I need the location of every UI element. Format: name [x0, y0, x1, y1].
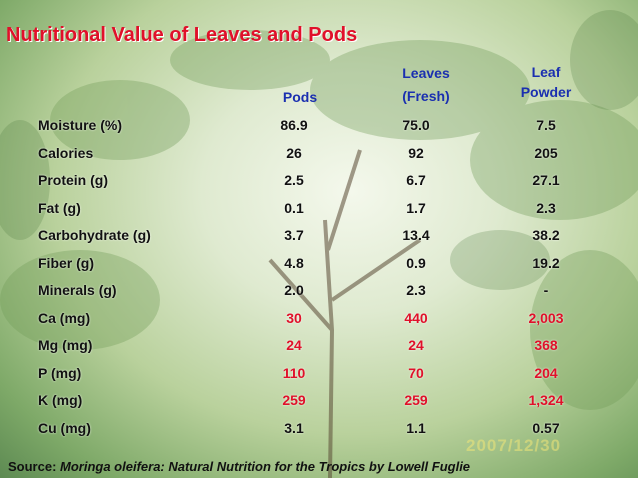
cell-pods: 4.8 [284, 255, 304, 271]
cell-powder: 2.3 [536, 200, 556, 216]
column-header-leaves: Leaves (Fresh) [386, 62, 466, 108]
cell-powder: - [543, 282, 549, 298]
cell-powder: 2,003 [528, 310, 564, 326]
date-watermark: 2007/12/30 [466, 436, 562, 455]
column-header-powder-line2: Powder [520, 84, 572, 100]
cell-leaves: 24 [408, 337, 424, 353]
cell-powder: 38.2 [532, 227, 560, 243]
cell-leaves: 1.7 [406, 200, 426, 216]
cell-leaves: 92 [408, 145, 424, 161]
column-header-leaves-line2: (Fresh) [402, 88, 450, 104]
cell-leaves: 259 [404, 392, 428, 408]
cell-powder: 1,324 [528, 392, 564, 408]
cell-leaves: 440 [404, 310, 428, 326]
row-label: Carbohydrate (g) [38, 227, 151, 243]
row-label: Protein (g) [38, 172, 108, 188]
row-label: Mg (mg) [38, 337, 93, 353]
row-label: Moisture (%) [38, 117, 122, 133]
row-label: P (mg) [38, 365, 82, 381]
column-header-pods-label: Pods [282, 89, 318, 105]
cell-powder: 27.1 [532, 172, 560, 188]
cell-pods: 24 [286, 337, 302, 353]
cell-pods: 30 [286, 310, 302, 326]
cell-pods: 3.1 [284, 420, 304, 436]
column-header-pods: Pods [260, 86, 340, 109]
cell-pods: 0.1 [284, 200, 304, 216]
row-label: K (mg) [38, 392, 83, 408]
cell-powder: 204 [534, 365, 558, 381]
cell-pods: 3.7 [284, 227, 304, 243]
cell-pods: 26 [286, 145, 302, 161]
cell-leaves: 13.4 [402, 227, 430, 243]
cell-powder: 7.5 [536, 117, 556, 133]
source-prefix: Source: [8, 459, 61, 474]
cell-leaves: 2.3 [406, 282, 426, 298]
cell-powder: 19.2 [532, 255, 560, 271]
column-header-powder-line1: Leaf [531, 64, 561, 80]
cell-powder: 205 [534, 145, 558, 161]
source-citation: Source: Moringa oleifera: Natural Nutrit… [8, 459, 470, 474]
row-label: Cu (mg) [38, 420, 91, 436]
row-label: Minerals (g) [38, 282, 117, 298]
cell-leaves: 75.0 [402, 117, 430, 133]
column-header-powder: Leaf Powder [506, 62, 586, 102]
cell-pods: 259 [282, 392, 306, 408]
row-label: Ca (mg) [38, 310, 91, 326]
column-header-leaves-line1: Leaves [402, 65, 450, 81]
cell-leaves: 1.1 [406, 420, 426, 436]
cell-pods: 2.0 [284, 282, 304, 298]
cell-leaves: 0.9 [406, 255, 426, 271]
cell-powder: 368 [534, 337, 558, 353]
cell-pods: 110 [282, 365, 306, 381]
page-title: Nutritional Value of Leaves and Pods [6, 24, 358, 46]
row-label: Fiber (g) [38, 255, 94, 271]
row-label: Fat (g) [38, 200, 81, 216]
cell-pods: 86.9 [280, 117, 308, 133]
row-label: Calories [38, 145, 94, 161]
cell-leaves: 70 [408, 365, 424, 381]
source-text: Moringa oleifera: Natural Nutrition for … [60, 459, 471, 474]
cell-leaves: 6.7 [406, 172, 426, 188]
cell-powder: 0.57 [532, 420, 560, 436]
cell-pods: 2.5 [284, 172, 304, 188]
